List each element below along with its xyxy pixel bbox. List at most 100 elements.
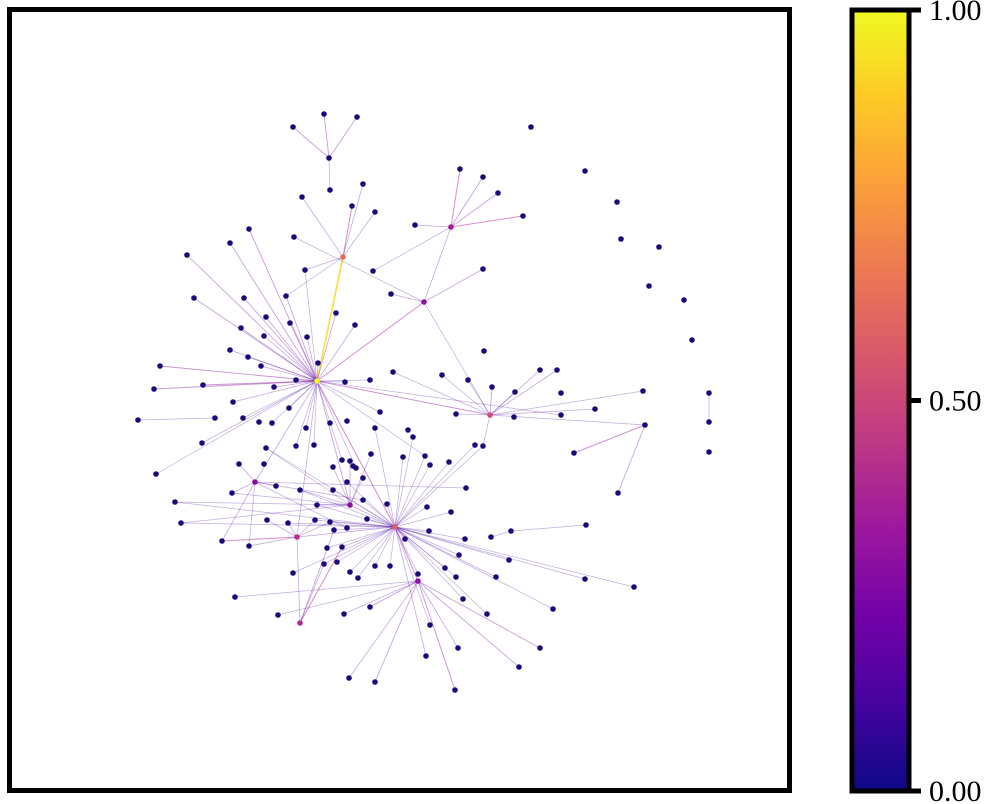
- network-edge: [238, 463, 256, 483]
- network-node: [582, 168, 588, 174]
- network-edge: [316, 504, 396, 528]
- network-edge: [201, 380, 318, 444]
- network-node: [157, 363, 163, 369]
- network-node: [618, 236, 624, 242]
- network-edge: [423, 268, 484, 303]
- network-node: [412, 222, 418, 228]
- network-node: [314, 502, 320, 508]
- network-node: [480, 443, 486, 449]
- network-edge: [357, 526, 396, 579]
- network-edge: [332, 489, 396, 528]
- network-edge: [362, 499, 396, 528]
- network-edge: [389, 526, 396, 567]
- network-edge: [467, 379, 491, 416]
- network-edge: [265, 316, 318, 382]
- network-edge: [374, 526, 396, 567]
- network-node: [347, 502, 353, 508]
- network-node: [367, 604, 373, 610]
- network-node: [199, 440, 205, 446]
- network-edge: [450, 192, 499, 228]
- network-edge: [417, 580, 520, 668]
- network-edge: [263, 335, 318, 382]
- network-node: [172, 499, 178, 505]
- network-node: [264, 517, 270, 523]
- network-node: [448, 224, 454, 230]
- network-edge: [295, 380, 318, 447]
- network-edge: [316, 380, 351, 506]
- network-edge: [174, 501, 396, 528]
- network-node: [422, 453, 428, 459]
- network-node: [344, 418, 350, 424]
- network-node: [367, 377, 373, 383]
- network-node: [520, 213, 526, 219]
- network-node: [340, 254, 346, 260]
- network-node: [511, 414, 517, 420]
- network-edge: [265, 447, 351, 506]
- network-node: [421, 299, 427, 305]
- network-node: [706, 419, 712, 425]
- network-edge: [348, 580, 419, 679]
- network-edge: [248, 228, 318, 382]
- network-node: [706, 390, 712, 396]
- network-edge: [295, 379, 318, 382]
- network-edge: [271, 380, 318, 424]
- network-node: [347, 458, 353, 464]
- network-node: [537, 367, 543, 373]
- network-node: [360, 475, 366, 481]
- network-edge: [304, 269, 318, 382]
- network-node: [245, 354, 251, 360]
- network-node: [327, 187, 333, 193]
- network-edge: [349, 526, 396, 573]
- network-edges: [137, 113, 710, 691]
- network-node: [472, 442, 478, 448]
- network-node: [681, 297, 687, 303]
- network-node: [384, 501, 390, 507]
- network-node: [258, 363, 264, 369]
- network-edge: [287, 522, 396, 528]
- network-edge: [273, 380, 318, 388]
- network-edge: [423, 301, 491, 416]
- network-node: [238, 325, 244, 331]
- network-edge: [316, 312, 337, 382]
- network-node: [342, 379, 348, 385]
- network-node: [368, 451, 374, 457]
- network-node: [346, 675, 352, 681]
- network-node: [290, 124, 296, 130]
- network-edge: [299, 546, 343, 624]
- network-node: [287, 320, 293, 326]
- network-edge: [392, 371, 491, 416]
- network-node: [484, 611, 490, 617]
- network-node: [331, 527, 337, 533]
- network-node: [656, 244, 662, 250]
- network-edge: [349, 453, 372, 506]
- network-edge: [316, 380, 357, 469]
- network-node: [640, 388, 646, 394]
- network-node: [402, 536, 408, 542]
- network-node: [330, 464, 336, 470]
- network-node: [372, 209, 378, 215]
- network-edge: [489, 408, 596, 416]
- network-node: [571, 450, 577, 456]
- network-edge: [441, 374, 491, 416]
- network-node: [227, 240, 233, 246]
- network-edge: [186, 254, 318, 382]
- network-edge: [242, 380, 318, 419]
- network-edge: [316, 380, 562, 416]
- network-edge: [329, 521, 396, 528]
- network-node: [387, 563, 393, 569]
- network-node: [354, 114, 360, 120]
- network-node: [465, 377, 471, 383]
- network-edge: [394, 526, 554, 610]
- network-edge: [414, 224, 452, 228]
- network-edge: [292, 526, 396, 574]
- network-edge: [394, 461, 450, 528]
- network-node: [426, 528, 432, 534]
- network-edge: [450, 168, 461, 228]
- network-edge: [489, 386, 493, 416]
- network-edge: [305, 380, 318, 429]
- network-node: [370, 268, 376, 274]
- network-node: [452, 687, 458, 693]
- network-node: [286, 405, 292, 411]
- network-node: [410, 434, 416, 440]
